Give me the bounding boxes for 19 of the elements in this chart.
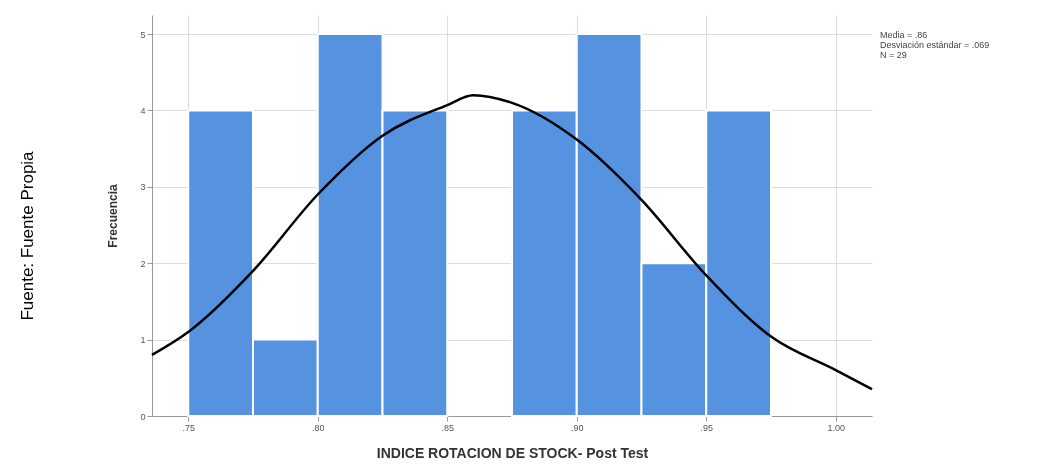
y-tick-label: 0 — [140, 411, 146, 422]
y-axis-title: Frecuencia — [106, 184, 121, 248]
y-tick-label: 1 — [140, 335, 146, 346]
x-tick-label: .80 — [312, 422, 325, 433]
y-tick-label: 3 — [140, 182, 146, 193]
x-tick-label: 1.00 — [827, 422, 846, 433]
text: Media = .86 — [880, 30, 929, 40]
x-tick-label: .95 — [700, 422, 713, 433]
x-axis-title: INDICE ROTACION DE STOCK- Post Test — [376, 444, 649, 461]
text: Desviación estándar = .069 — [880, 40, 990, 50]
x-tick-label: .85 — [441, 422, 455, 433]
text: N = 29 — [880, 50, 908, 60]
x-tick-label: .75 — [182, 422, 196, 433]
source-note: Fuente: Fuente Propia — [18, 151, 38, 321]
y-tick-label: 4 — [140, 105, 146, 116]
y-tick-label: 2 — [140, 258, 146, 269]
x-tick-label: .90 — [570, 422, 584, 433]
line-series — [150, 93, 874, 391]
y-tick-label: 5 — [140, 29, 146, 40]
